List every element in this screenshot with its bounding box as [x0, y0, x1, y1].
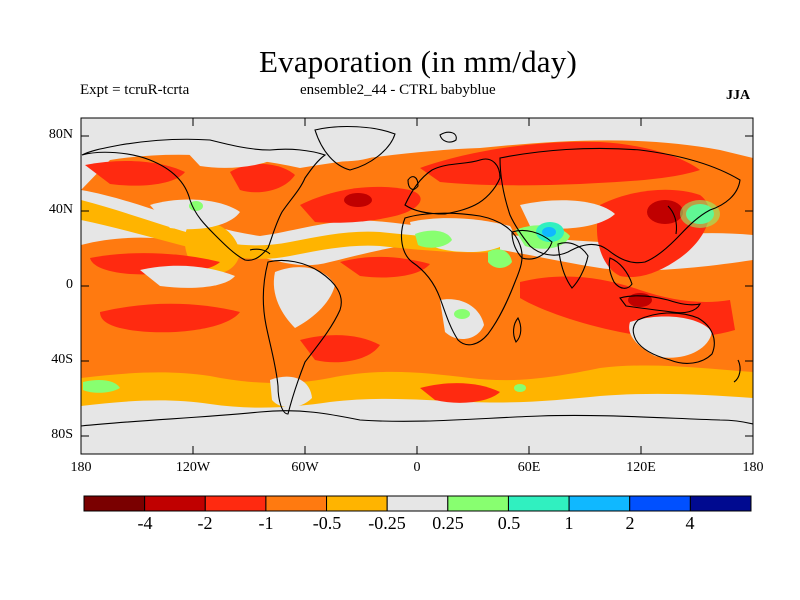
red-south-pacific	[100, 303, 240, 333]
grey-north-america	[150, 199, 240, 230]
india-coast	[557, 242, 589, 289]
europe-coast	[404, 158, 501, 215]
grey-antarctic-margin	[81, 410, 753, 454]
colorbar-label: 4	[685, 513, 695, 533]
asia-coast	[499, 147, 741, 264]
green-sahara	[415, 230, 452, 248]
lon-label-60w: 60W	[291, 460, 319, 475]
colorbar-box	[386, 495, 449, 512]
colorbar-label: 0.25	[432, 513, 464, 533]
season-label: JJA	[726, 88, 751, 103]
japan-coast	[667, 205, 678, 235]
colorbar	[83, 495, 752, 512]
colorbar-box	[447, 495, 509, 512]
grey-australia	[629, 316, 712, 358]
ensemble-label: ensemble2_44 - CTRL babyblue	[300, 82, 496, 98]
colorbar-label: -0.25	[368, 513, 406, 533]
grey-south-america	[273, 267, 335, 328]
colorbar-box	[83, 495, 146, 512]
colorbar-box	[507, 495, 570, 512]
colorbar-label: -2	[197, 513, 213, 533]
map-title: Evaporation (in mm/day)	[259, 44, 577, 79]
colorbar-label: 0.5	[497, 513, 521, 533]
africa-coast	[400, 212, 523, 346]
lon-ticks	[80, 118, 754, 454]
lat-label-40n: 40N	[48, 202, 73, 217]
colorbar-label: -4	[137, 513, 153, 533]
new-zealand-coast	[733, 359, 741, 383]
lon-label-120e: 120E	[626, 460, 656, 475]
colorbar-box	[204, 495, 267, 512]
arabia-coast	[511, 229, 553, 260]
colorbar-box	[265, 495, 328, 512]
orange-ocean-field	[81, 237, 753, 394]
green-southern-africa	[454, 309, 470, 319]
colorbar-label: -0.5	[312, 513, 342, 533]
grey-southern-africa	[440, 299, 484, 340]
colorbar-label: -1	[258, 513, 274, 533]
lon-label-0: 0	[413, 460, 421, 475]
red-us-east	[230, 164, 295, 193]
darkred-pacific	[628, 293, 652, 307]
darkred-japan-sea	[647, 200, 683, 224]
colorbar-label: 1	[564, 513, 574, 533]
grey-greenland	[300, 124, 400, 162]
colorbar-box	[629, 495, 691, 512]
green-tropical-pacific	[189, 201, 203, 211]
caribbean-coast	[249, 248, 271, 255]
lat-ticks	[81, 135, 753, 437]
lon-label-180w: 180	[70, 460, 92, 475]
green-south-atlantic	[514, 384, 526, 392]
madagascar-coast	[513, 317, 522, 343]
indonesia-coast	[619, 295, 701, 314]
yellow-fringe-south	[81, 365, 753, 408]
red-southern-ocean-blob	[420, 383, 500, 403]
red-arctic-band	[420, 141, 700, 186]
lon-label-120w: 120W	[175, 460, 211, 475]
lat-label-80s: 80S	[51, 427, 73, 442]
colorbar-box	[568, 495, 631, 512]
colorbar-box	[326, 495, 388, 512]
colorbar-box	[144, 495, 206, 512]
grey-asia	[520, 200, 615, 229]
green-south-pacific	[83, 380, 120, 393]
grey-east-pacific	[140, 265, 235, 288]
lat-label-0: 0	[66, 277, 73, 292]
experiment-label: Expt = tcruR-tcrta	[80, 82, 190, 98]
lat-label-80n: 80N	[48, 127, 73, 142]
svalbard-coast	[439, 131, 457, 143]
lon-label-180e: 180	[742, 460, 764, 475]
coastlines	[81, 125, 753, 427]
lon-label-60e: 60E	[517, 460, 541, 475]
red-north-pacific	[85, 160, 185, 186]
grey-patagonia	[270, 376, 312, 408]
lat-label-40s: 40S	[51, 352, 73, 367]
uk-coast	[407, 176, 419, 190]
colorbar-label: 2	[625, 513, 635, 533]
green-north-pacific	[680, 200, 720, 228]
southeast-asia-coast	[608, 257, 633, 289]
australia-coast	[632, 312, 715, 364]
greenland-coast	[314, 125, 396, 171]
green-east-africa	[488, 249, 512, 268]
south-america-coast	[262, 259, 342, 415]
darkred-gulf-stream	[344, 193, 372, 207]
red-tropical-atlantic	[340, 256, 430, 278]
antarctica-coast	[81, 410, 753, 427]
north-america-coast	[81, 138, 327, 261]
evaporation-field	[81, 118, 753, 454]
colorbar-box	[689, 495, 752, 512]
blue-persian-gulf	[542, 227, 556, 237]
